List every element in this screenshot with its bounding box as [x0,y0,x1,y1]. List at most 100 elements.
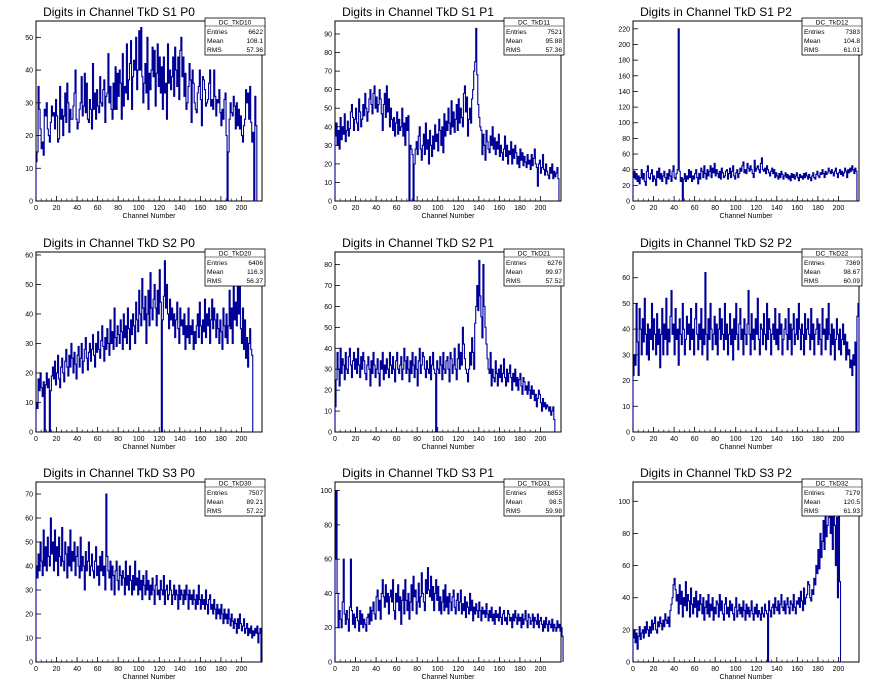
x-tick-label: 0 [631,666,635,673]
x-axis-label: Channel Number [123,213,177,220]
x-tick-label: 0 [34,205,38,212]
y-tick-label: 30 [25,100,33,107]
y-tick-label: 0 [29,430,33,437]
y-tick-label: 0 [29,199,33,206]
x-tick-label: 160 [494,436,506,443]
stats-label-mean: Mean [506,38,523,45]
stats-box-frame [503,248,565,287]
x-tick-label: 40 [73,205,81,212]
x-tick-label: 20 [53,666,61,673]
y-tick-label: 220 [618,26,630,33]
stats-box: DC_TkD12 Entries 7383 Mean 104.8 RMS 61.01 [801,17,863,56]
y-tick-label: 0 [626,199,630,206]
x-tick-label: 40 [73,436,81,443]
stats-box-frame [801,17,863,56]
x-tick-label: 120 [452,205,464,212]
x-tick-label: 120 [452,436,464,443]
x-tick-label: 180 [514,205,526,212]
stats-label-entries: Entries [804,29,825,36]
histogram-panel-9: Digits in Channel TkD S3 P2 0 20 40 60 80 100 1… [618,466,863,681]
y-tick-label: 60 [622,275,630,282]
x-tick-label: 100 [730,666,742,673]
stats-value-entries: 7507 [248,490,263,497]
y-tick-label: 10 [324,180,332,187]
histogram-series [35,260,254,433]
y-tick-label: 80 [324,262,332,269]
stats-value-rms: 61.01 [843,47,860,54]
stats-label-mean: Mean [207,38,224,45]
stats-box: DC_TkD32 Entries 7179 Mean 120.5 RMS 61.93 [801,478,863,517]
stats-value-entries: 6276 [547,260,562,267]
x-tick-label: 180 [812,205,824,212]
y-tick-label: 100 [618,499,630,506]
y-tick-label: 0 [29,660,33,667]
x-tick-label: 60 [691,436,699,443]
x-axis-label: Channel Number [422,213,476,220]
x-tick-label: 20 [352,666,360,673]
x-tick-label: 0 [333,436,337,443]
stats-box: DC_TkD21 Entries 6276 Mean 99.97 RMS 57.52 [503,248,565,287]
y-tick-label: 50 [324,325,332,332]
x-tick-label: 140 [771,666,783,673]
y-tick-label: 40 [25,311,33,318]
stats-box: DC_TkD10 Entries 6622 Mean 108.1 RMS 57.36 [204,17,266,56]
stats-name: DC_TkD22 [816,251,849,258]
x-tick-label: 120 [750,436,762,443]
y-tick-label: 20 [25,133,33,140]
y-tick-label: 100 [320,488,332,495]
x-tick-label: 120 [153,666,165,673]
x-tick-label: 140 [771,436,783,443]
x-tick-label: 100 [432,666,444,673]
x-tick-label: 40 [670,205,678,212]
x-tick-label: 140 [771,205,783,212]
stats-box-frame [204,478,266,517]
x-tick-label: 160 [195,205,207,212]
stats-label-entries: Entries [207,260,228,267]
stats-box: DC_TkD20 Entries 6406 Mean 116.3 RMS 56.37 [204,248,266,287]
y-tick-label: 40 [622,595,630,602]
x-tick-label: 40 [372,436,380,443]
x-tick-label: 160 [494,205,506,212]
stats-value-rms: 56.37 [246,278,263,285]
x-axis-label: Channel Number [720,674,774,681]
x-tick-label: 40 [372,205,380,212]
y-tick-label: 0 [328,430,332,437]
stats-box: DC_TkD11 Entries 7521 Mean 95.88 RMS 57.36 [503,17,565,56]
panel-title: Digits in Channel TkD S3 P1 [342,466,494,480]
x-tick-label: 80 [114,436,122,443]
y-tick-label: 10 [324,409,332,416]
stats-label-entries: Entries [506,260,527,267]
x-tick-label: 20 [352,205,360,212]
stats-label-rms: RMS [506,278,521,285]
stats-value-mean: 120.5 [843,499,860,506]
stats-value-entries: 7383 [845,29,860,36]
y-tick-label: 160 [618,73,630,80]
y-tick-label: 40 [324,346,332,353]
stats-value-mean: 104.8 [843,38,860,45]
stats-value-entries: 6406 [248,260,263,267]
x-tick-label: 200 [833,205,845,212]
y-tick-label: 40 [25,68,33,75]
stats-value-mean: 89.21 [246,499,263,506]
x-tick-label: 80 [413,436,421,443]
y-tick-label: 80 [324,50,332,57]
stats-value-mean: 98.67 [843,269,860,276]
stats-label-entries: Entries [804,490,825,497]
histogram-panel-2: Digits in Channel TkD S1 P10 20 40 60 80 100 1… [324,5,565,220]
stats-label-rms: RMS [804,278,819,285]
stats-name: DC_TkD11 [518,20,550,27]
stats-name: DC_TkD31 [518,481,551,488]
stats-value-entries: 6622 [248,29,263,36]
x-tick-label: 80 [413,205,421,212]
stats-value-entries: 7521 [547,29,562,36]
stats-label-entries: Entries [804,260,825,267]
x-tick-label: 100 [133,436,145,443]
stats-box: DC_TkD30 Entries 7507 Mean 89.21 RMS 57.22 [204,478,266,517]
x-axis-label: Channel Number [720,213,774,220]
x-tick-label: 180 [514,436,526,443]
y-tick-label: 60 [25,516,33,523]
stats-label-rms: RMS [506,47,521,54]
y-tick-label: 40 [622,167,630,174]
histogram-series [632,28,858,202]
